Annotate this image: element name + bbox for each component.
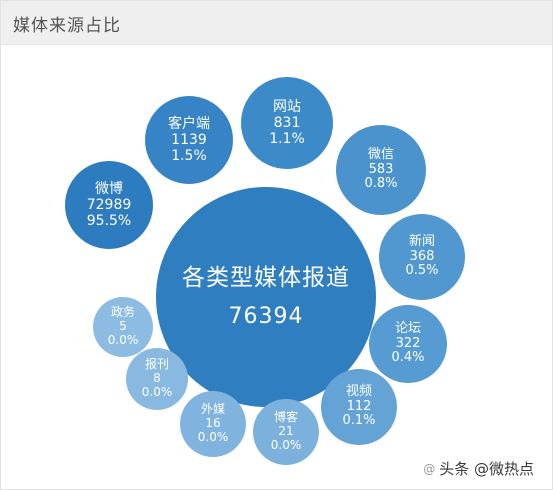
watermark-text: 头条 @微热点 [439, 460, 534, 478]
bubble-shipin[interactable]: 视频 112 0.1% [321, 369, 397, 445]
bubble-zhengwu[interactable]: 政务 5 0.0% [93, 297, 153, 357]
bubble-kehuduan[interactable]: 客户端 1139 1.5% [145, 96, 233, 184]
bubble-total-label: 各类型媒体报道 [182, 265, 350, 292]
panel-title: 媒体来源占比 [13, 16, 121, 36]
bubble-xinwen[interactable]: 新闻 368 0.5% [379, 214, 465, 300]
bubble-waimei-count: 16 [205, 416, 221, 431]
bubble-weibo-pct: 95.5% [86, 213, 132, 230]
bubble-boke-label: 博客 [273, 410, 298, 425]
bubble-baokan-count: 8 [153, 371, 161, 386]
bubble-wangzhan[interactable]: 网站 831 1.1% [241, 77, 333, 169]
bubble-luntan-label: 论坛 [394, 320, 421, 336]
bubble-weibo-label: 微博 [95, 180, 123, 197]
bubble-baokan-pct: 0.0% [141, 384, 173, 399]
bubble-boke[interactable]: 博客 21 0.0% [253, 399, 319, 465]
bubble-baokan[interactable]: 报刊 8 0.0% [126, 348, 188, 410]
bubble-xinwen-count: 368 [409, 248, 435, 264]
bubble-boke-pct: 0.0% [270, 437, 302, 452]
bubble-wangzhan-count: 831 [273, 114, 301, 131]
bubble-xinwen-pct: 0.5% [405, 263, 439, 279]
bubble-kehuduan-count: 1139 [171, 131, 207, 148]
bubble-shipin-count: 112 [346, 398, 372, 414]
bubble-weixin-count: 583 [368, 161, 394, 177]
bubble-xinwen-label: 新闻 [408, 233, 435, 249]
panel-header: 媒体来源占比 [1, 1, 552, 45]
bubble-total-count: 76394 [228, 303, 304, 329]
bubble-zhengwu-count: 5 [119, 319, 127, 334]
bubble-waimei-label: 外媒 [200, 402, 225, 417]
bubble-wangzhan-pct: 1.1% [269, 131, 305, 148]
bubble-zhengwu-pct: 0.0% [107, 332, 139, 347]
bubble-waimei[interactable]: 外媒 16 0.0% [180, 391, 246, 457]
bubble-shipin-label: 视频 [345, 383, 372, 399]
bubble-baokan-label: 报刊 [144, 357, 169, 372]
bubble-zhengwu-label: 政务 [110, 305, 135, 320]
bubble-weibo-count: 72989 [86, 196, 132, 213]
watermark: @ 头条 @微热点 [423, 458, 534, 479]
bubble-total[interactable]: 各类型媒体报道 76394 [156, 187, 376, 407]
bubble-luntan-pct: 0.4% [391, 350, 425, 366]
at-icon: @ [423, 461, 436, 476]
bubble-kehuduan-pct: 1.5% [171, 148, 207, 165]
bubble-weixin-label: 微信 [367, 146, 394, 162]
bubble-luntan[interactable]: 论坛 322 0.4% [369, 305, 447, 383]
bubble-waimei-pct: 0.0% [197, 429, 229, 444]
bubble-weibo[interactable]: 微博 72989 95.5% [65, 161, 153, 249]
bubble-kehuduan-label: 客户端 [168, 115, 210, 132]
bubble-weixin[interactable]: 微信 583 0.8% [336, 125, 426, 215]
bubble-luntan-count: 322 [395, 335, 421, 351]
bubble-shipin-pct: 0.1% [342, 413, 376, 429]
bubble-wangzhan-label: 网站 [273, 98, 301, 115]
bubble-weixin-pct: 0.8% [364, 176, 398, 192]
bubble-boke-count: 21 [278, 424, 294, 439]
